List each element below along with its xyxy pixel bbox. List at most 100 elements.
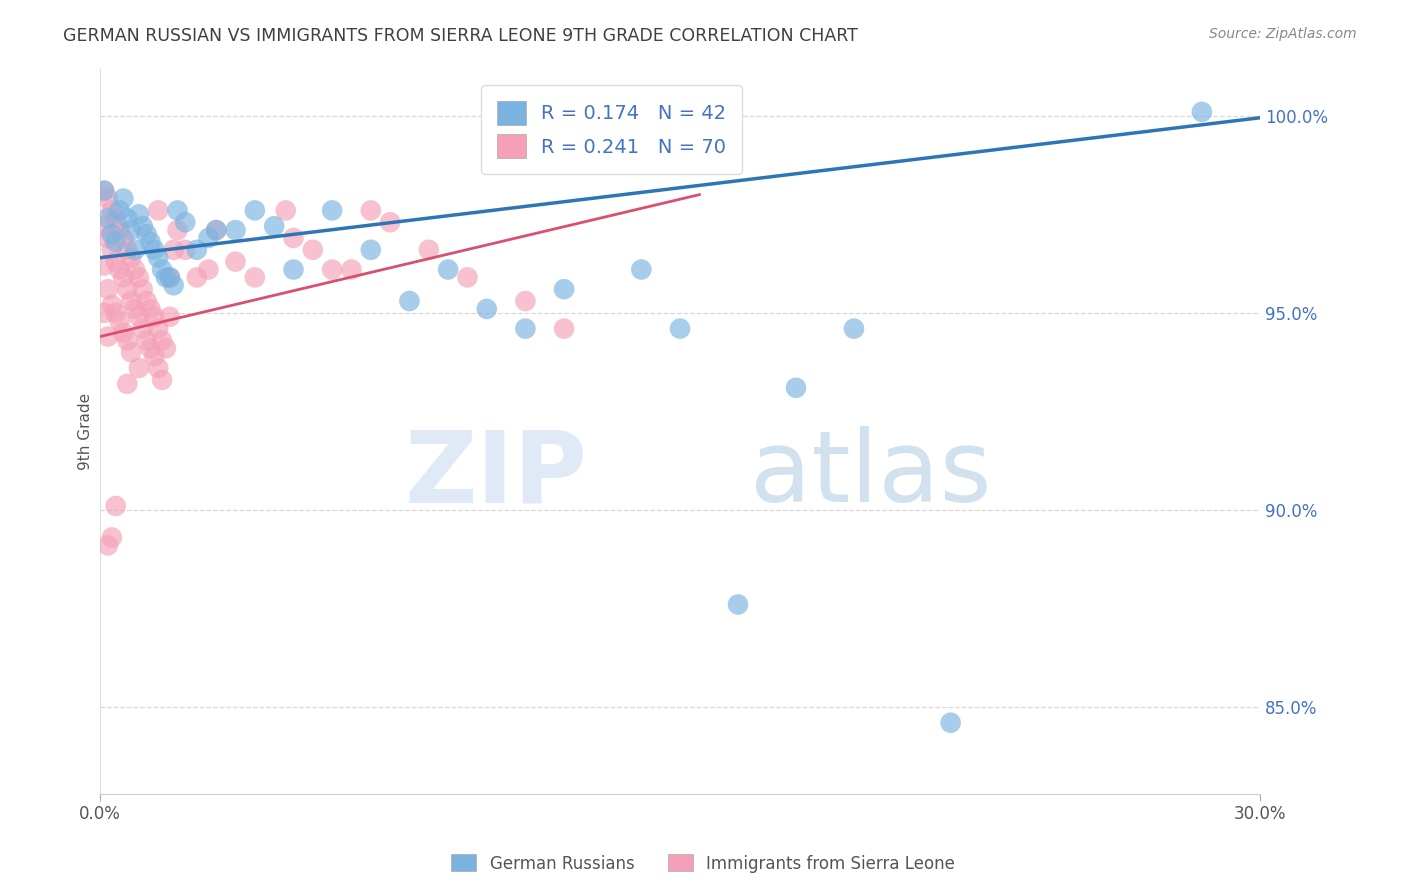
Point — [120, 345, 142, 359]
Point — [117, 243, 139, 257]
Point — [378, 215, 401, 229]
Point — [139, 301, 162, 316]
Point — [104, 235, 127, 249]
Point — [515, 321, 537, 335]
Point — [225, 223, 247, 237]
Point — [515, 293, 537, 308]
Point — [243, 270, 266, 285]
Point — [120, 293, 142, 308]
Text: GERMAN RUSSIAN VS IMMIGRANTS FROM SIERRA LEONE 9TH GRADE CORRELATION CHART: GERMAN RUSSIAN VS IMMIGRANTS FROM SIERRA… — [63, 27, 858, 45]
Point — [148, 321, 170, 335]
Point — [456, 270, 478, 285]
Point — [197, 262, 219, 277]
Point — [148, 251, 170, 265]
Point — [132, 282, 155, 296]
Point — [104, 211, 127, 226]
Point — [225, 254, 247, 268]
Point — [398, 293, 420, 308]
Point — [163, 278, 186, 293]
Point — [150, 262, 173, 277]
Point — [97, 329, 120, 343]
Point — [186, 243, 208, 257]
Point — [553, 282, 575, 296]
Point — [112, 270, 135, 285]
Point — [104, 499, 127, 513]
Point — [93, 219, 115, 234]
Point — [553, 321, 575, 335]
Point — [97, 192, 120, 206]
Point — [150, 334, 173, 348]
Point — [135, 293, 157, 308]
Point — [93, 259, 115, 273]
Point — [128, 361, 150, 376]
Point — [139, 342, 162, 356]
Point — [148, 361, 170, 376]
Point — [274, 203, 297, 218]
Point — [135, 227, 157, 241]
Point — [104, 254, 127, 268]
Text: Source: ZipAtlas.com: Source: ZipAtlas.com — [1209, 27, 1357, 41]
Point — [727, 598, 749, 612]
Point — [437, 262, 460, 277]
Legend: R = 0.174   N = 42, R = 0.241   N = 70: R = 0.174 N = 42, R = 0.241 N = 70 — [481, 86, 742, 174]
Point — [159, 270, 181, 285]
Point — [418, 243, 440, 257]
Point — [1191, 104, 1213, 119]
Point — [101, 531, 124, 545]
Point — [135, 334, 157, 348]
Point — [842, 321, 865, 335]
Point — [97, 231, 120, 245]
Point — [112, 231, 135, 245]
Point — [93, 306, 115, 320]
Point — [112, 192, 135, 206]
Point — [321, 262, 343, 277]
Point — [166, 203, 188, 218]
Point — [128, 207, 150, 221]
Point — [148, 203, 170, 218]
Legend: German Russians, Immigrants from Sierra Leone: German Russians, Immigrants from Sierra … — [444, 847, 962, 880]
Point — [360, 203, 382, 218]
Point — [939, 715, 962, 730]
Point — [101, 227, 124, 241]
Point — [143, 310, 166, 324]
Point — [120, 223, 142, 237]
Point — [132, 321, 155, 335]
Point — [155, 270, 177, 285]
Point — [128, 270, 150, 285]
Point — [159, 270, 181, 285]
Point — [124, 262, 146, 277]
Point — [475, 301, 498, 316]
Point — [97, 538, 120, 552]
Point — [132, 219, 155, 234]
Point — [283, 231, 305, 245]
Point — [108, 262, 131, 277]
Point — [159, 310, 181, 324]
Point — [124, 301, 146, 316]
Point — [360, 243, 382, 257]
Point — [101, 203, 124, 218]
Point — [128, 310, 150, 324]
Y-axis label: 9th Grade: 9th Grade — [79, 392, 93, 470]
Point — [197, 231, 219, 245]
Point — [163, 243, 186, 257]
Point — [263, 219, 285, 234]
Point — [112, 326, 135, 340]
Point — [104, 306, 127, 320]
Point — [117, 282, 139, 296]
Point — [139, 235, 162, 249]
Point — [630, 262, 652, 277]
Point — [93, 184, 115, 198]
Point — [101, 243, 124, 257]
Point — [186, 270, 208, 285]
Point — [785, 381, 807, 395]
Point — [97, 282, 120, 296]
Text: atlas: atlas — [749, 426, 991, 523]
Point — [205, 223, 228, 237]
Point — [150, 373, 173, 387]
Point — [120, 251, 142, 265]
Point — [124, 243, 146, 257]
Point — [669, 321, 692, 335]
Point — [283, 262, 305, 277]
Point — [321, 203, 343, 218]
Point — [108, 223, 131, 237]
